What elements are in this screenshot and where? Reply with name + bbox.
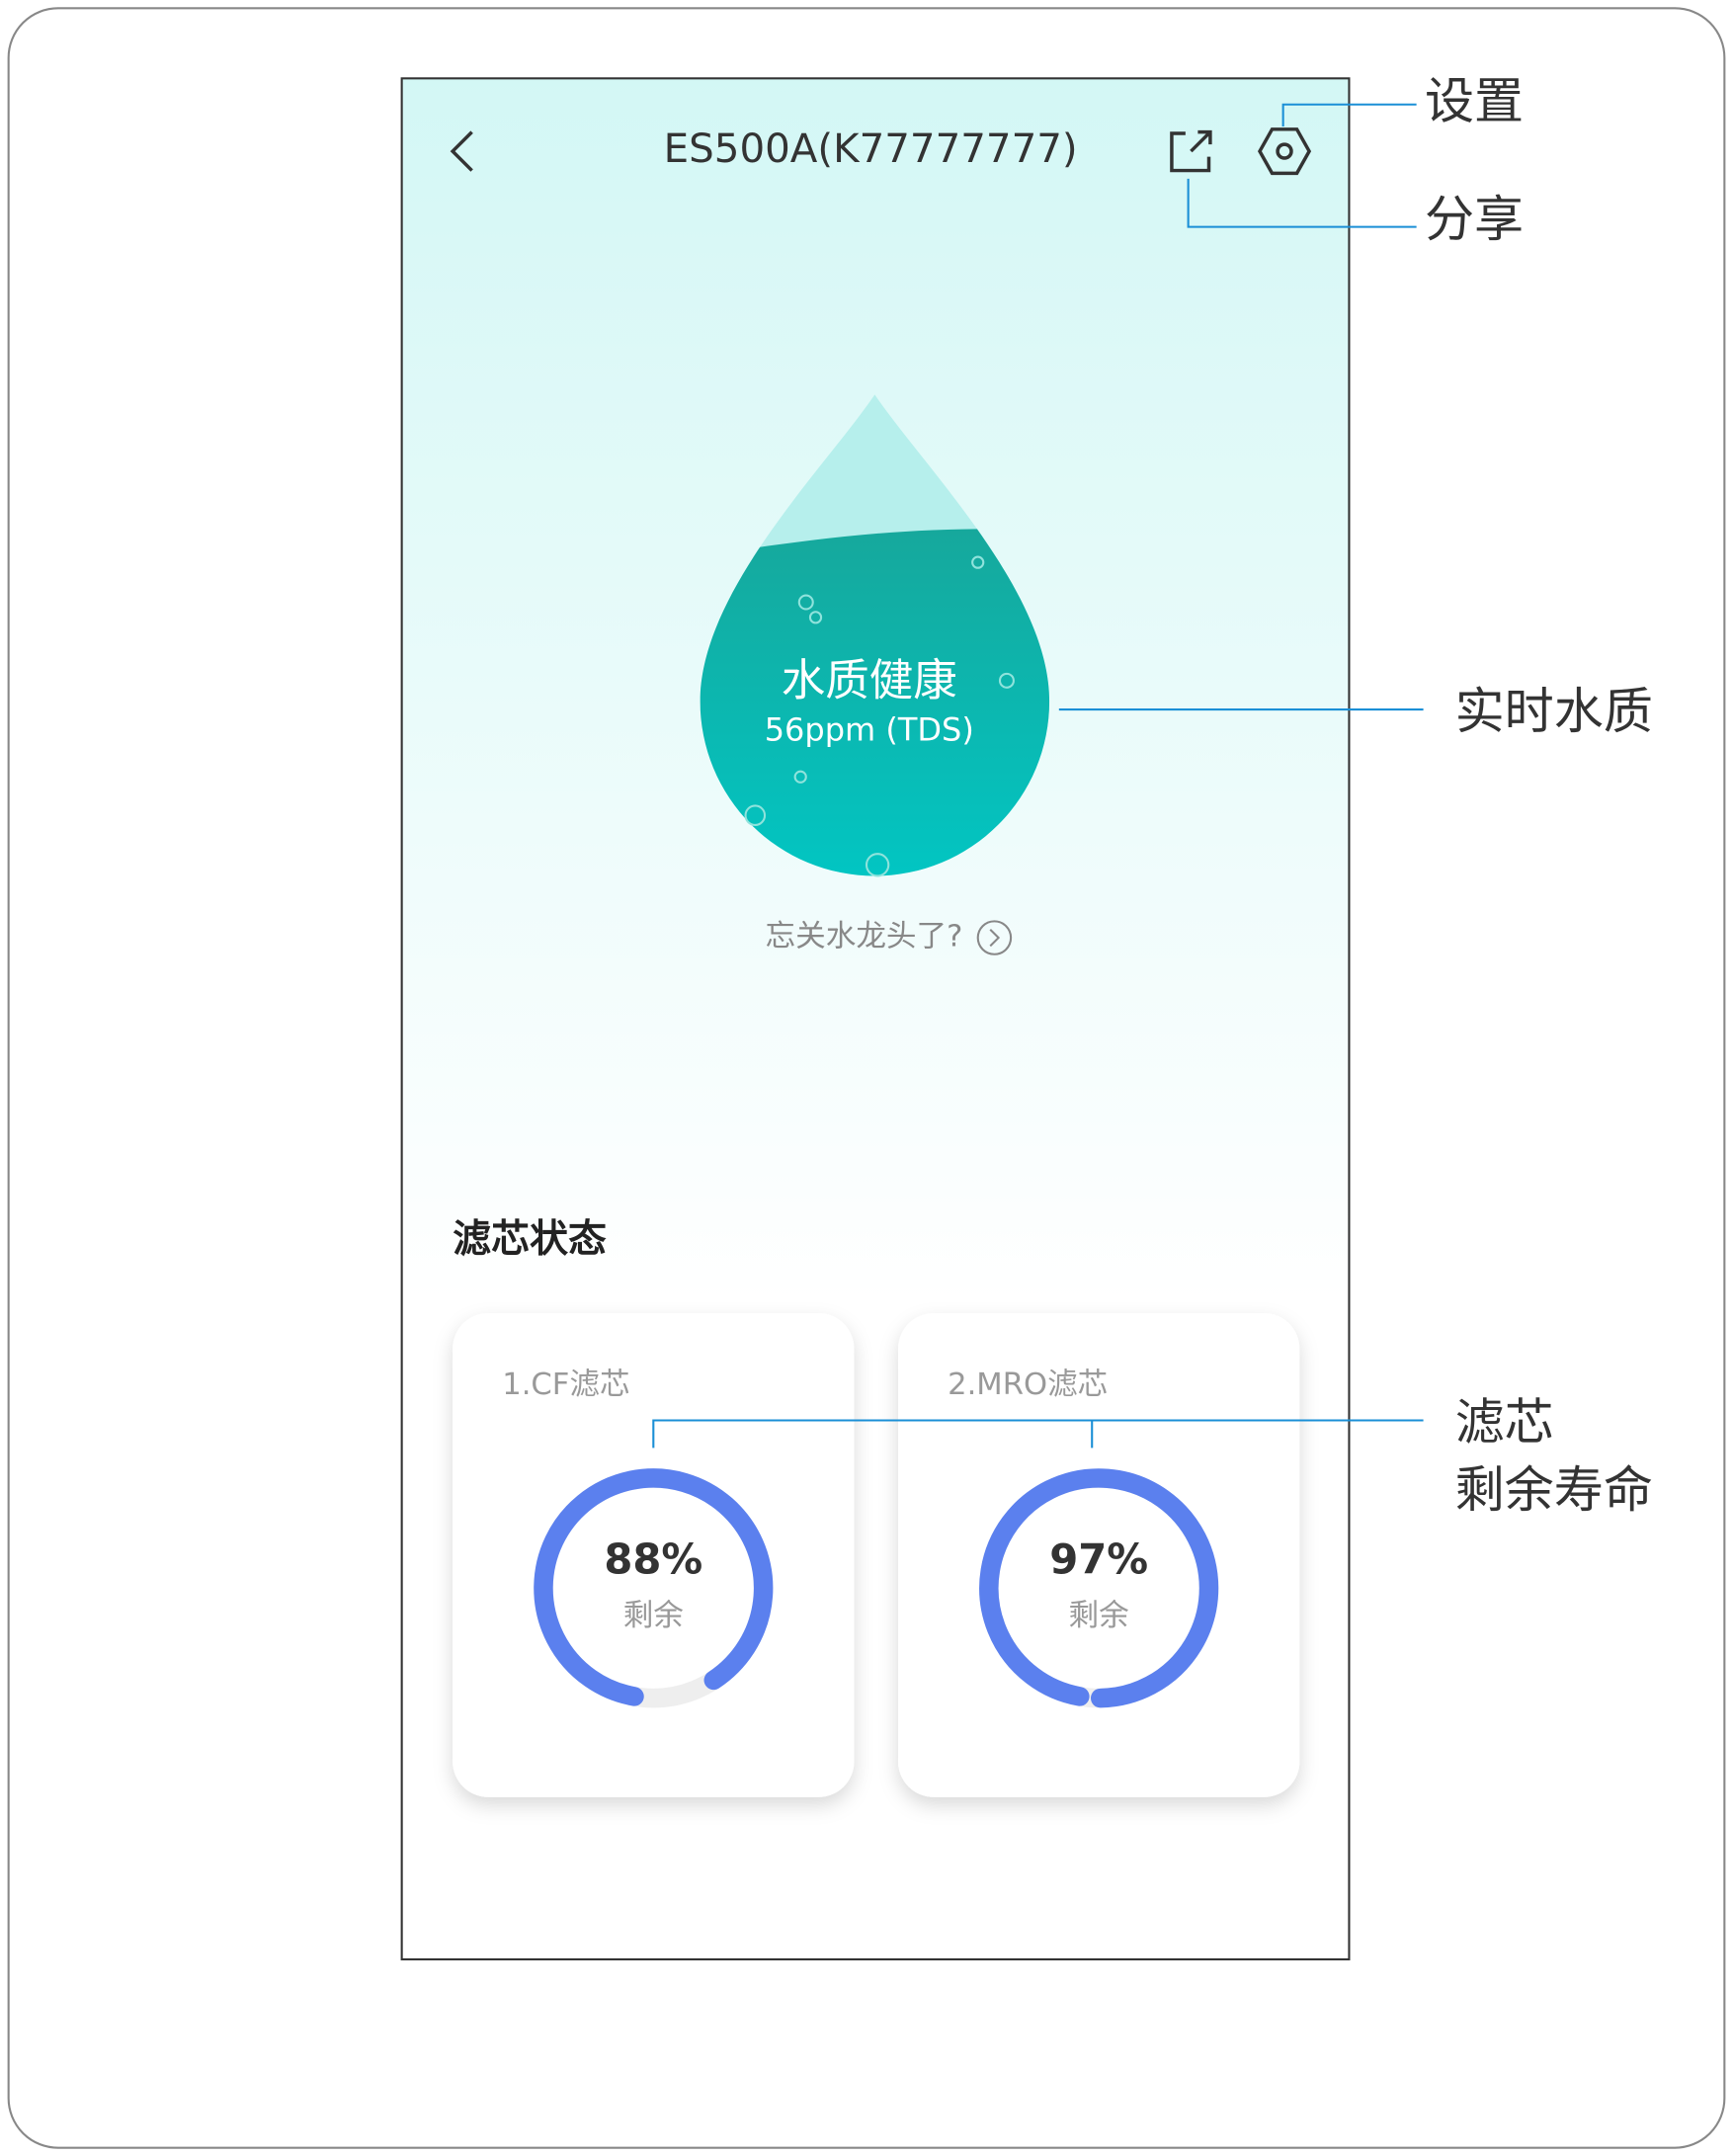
filter-name: 2.MRO滤芯: [948, 1368, 1108, 1402]
annotation-filter: 剩余寿命: [1455, 1461, 1653, 1519]
water-status: 水质健康: [782, 655, 957, 706]
remaining-caption: 剩余: [623, 1599, 684, 1633]
faucet-prompt[interactable]: 忘关水龙头了?: [766, 920, 963, 954]
annotation-settings: 设置: [1425, 72, 1524, 129]
water-reading: 56ppm (TDS): [765, 710, 974, 748]
page-title: ES500A(K77777777): [664, 125, 1078, 172]
remaining-value: 97%: [1049, 1534, 1148, 1583]
annotation-share: 分享: [1425, 191, 1524, 248]
annotation-filter: 滤芯: [1455, 1394, 1554, 1451]
remaining-value: 88%: [604, 1534, 702, 1583]
section-title: 滤芯状态: [453, 1217, 607, 1262]
filter-name: 1.CF滤芯: [502, 1368, 629, 1402]
screenshot: ES500A(K77777777) 水质健康 56ppm (TDS) 忘关水龙头…: [0, 0, 1733, 2156]
page: ES500A(K77777777) 水质健康 56ppm (TDS) 忘关水龙头…: [0, 0, 1733, 2156]
remaining-caption: 剩余: [1069, 1599, 1129, 1633]
annotation-water: 实时水质: [1455, 683, 1653, 740]
